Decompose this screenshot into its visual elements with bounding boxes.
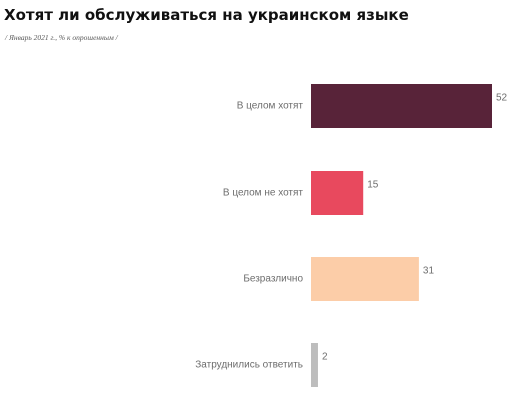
value-label: 2 <box>322 352 328 363</box>
chart-title: Хотят ли обслуживаться на украинском язы… <box>4 6 409 24</box>
category-label: Безразлично <box>243 274 303 285</box>
bar-0 <box>311 84 492 128</box>
category-label: Затруднились ответить <box>195 360 303 371</box>
value-label: 15 <box>367 180 379 191</box>
chart-subtitle: / Январь 2021 г., % к опрошенным / <box>5 33 118 42</box>
category-label: В целом хотят <box>237 101 304 112</box>
bar-3 <box>311 343 318 387</box>
bar-2 <box>311 257 419 301</box>
value-label: 52 <box>496 93 508 104</box>
bar-1 <box>311 171 364 215</box>
value-label: 31 <box>423 266 435 277</box>
category-label: В целом не хотят <box>223 188 304 199</box>
